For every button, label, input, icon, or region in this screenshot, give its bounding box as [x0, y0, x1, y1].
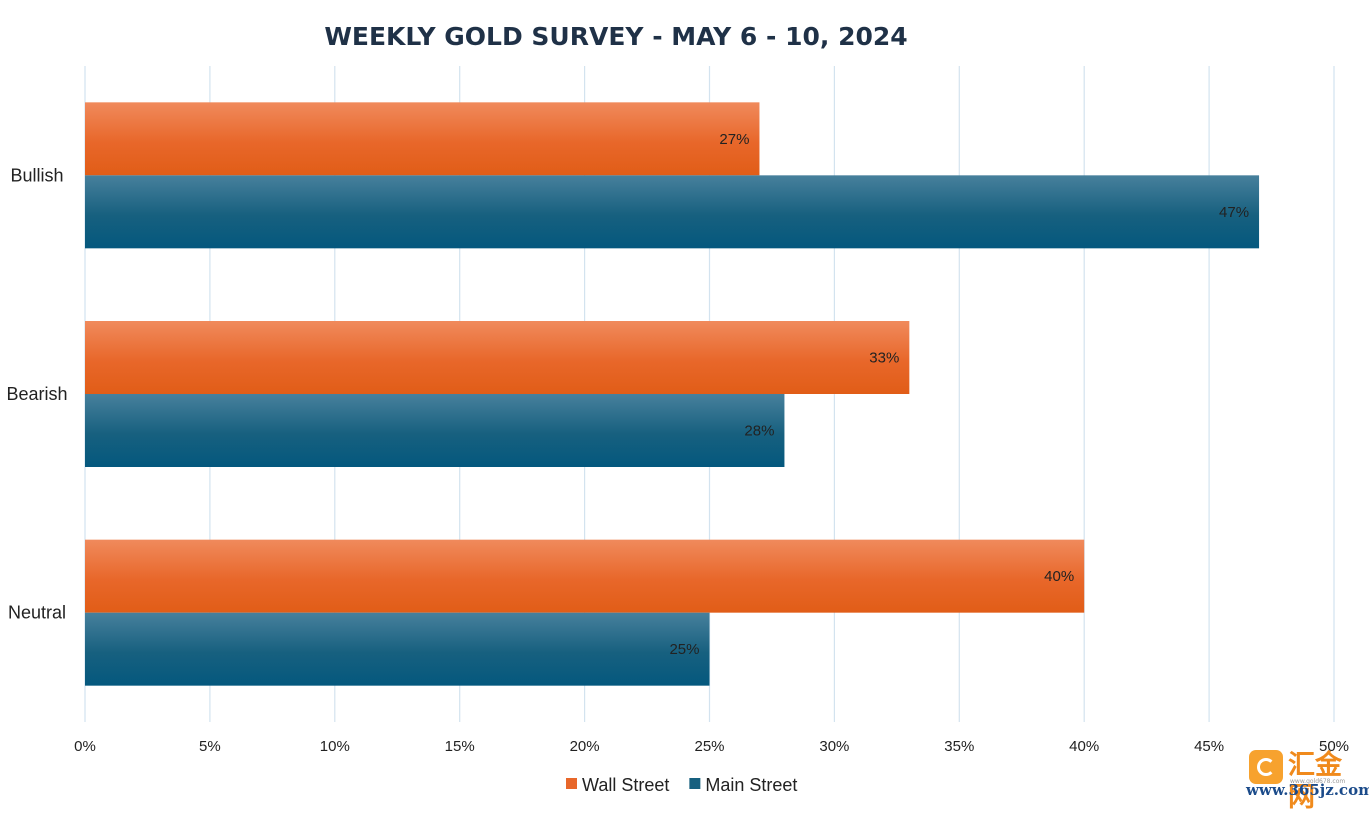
data-label-wall-street-neutral: 40% — [1044, 568, 1074, 585]
x-tick-label: 20% — [570, 738, 600, 755]
legend-label-main-street: Main Street — [705, 775, 797, 795]
x-tick-label: 5% — [199, 738, 221, 755]
x-tick-label: 10% — [320, 738, 350, 755]
data-label-main-street-neutral: 25% — [669, 641, 699, 658]
x-tick-label: 15% — [445, 738, 475, 755]
category-label-bullish: Bullish — [10, 165, 63, 185]
x-tick-label: 50% — [1319, 738, 1349, 755]
chart-title: WEEKLY GOLD SURVEY - MAY 6 - 10, 2024 — [324, 22, 907, 51]
data-label-wall-street-bearish: 33% — [869, 350, 899, 367]
category-label-neutral: Neutral — [8, 603, 66, 623]
legend-swatch-main-street — [689, 778, 701, 789]
bar-main-street-bearish — [85, 394, 785, 467]
category-labels: Bullish Bearish Neutral — [6, 165, 67, 622]
watermark-site: www.365jz.com — [1246, 781, 1369, 799]
bar-main-street-bullish — [85, 175, 1260, 249]
bars: 27% 47% 33% 28% 40% 25% — [85, 102, 1260, 686]
x-tick-label: 30% — [819, 738, 849, 755]
watermark-small-url: www.gold678.com — [1290, 778, 1346, 785]
x-axis-ticks: 0% 5% 10% 15% 20% 25% 30% 35% 40% 45% 50% — [74, 738, 1349, 755]
legend-label-wall-street: Wall Street — [582, 775, 669, 795]
data-label-main-street-bearish: 28% — [744, 423, 774, 440]
data-label-wall-street-bullish: 27% — [719, 131, 749, 148]
legend: Wall Street Main Street — [566, 775, 797, 795]
bar-wall-street-neutral — [85, 539, 1085, 613]
category-label-bearish: Bearish — [6, 384, 67, 404]
data-label-main-street-bullish: 47% — [1219, 204, 1249, 221]
bar-wall-street-bearish — [85, 321, 910, 394]
x-tick-label: 40% — [1069, 738, 1099, 755]
x-tick-label: 0% — [74, 738, 96, 755]
logo-icon — [1249, 750, 1283, 784]
bar-wall-street-bullish — [85, 102, 760, 176]
legend-swatch-wall-street — [566, 778, 577, 789]
x-tick-label: 35% — [944, 738, 974, 755]
x-tick-label: 25% — [694, 738, 724, 755]
x-tick-label: 45% — [1194, 738, 1224, 755]
watermark: 汇金网 www.gold678.com www.365jz.com — [1246, 748, 1369, 813]
bar-main-street-neutral — [85, 612, 710, 686]
